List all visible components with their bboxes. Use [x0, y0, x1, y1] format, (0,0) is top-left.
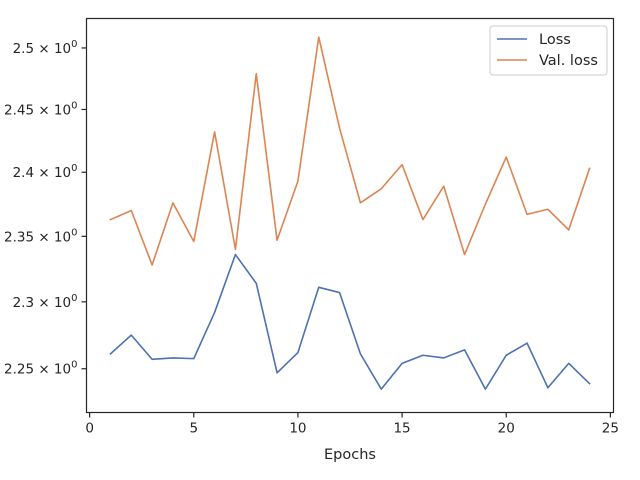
legend: Loss Val. loss [489, 25, 608, 76]
y-tick-label: 2.4 × 100 [13, 163, 78, 181]
x-tick-label: 15 [393, 421, 410, 437]
y-tick-label: 2.45 × 100 [4, 100, 78, 118]
x-axis-ticks: 0 5 10 15 20 25 [85, 412, 619, 437]
y-tick-label: 2.3 × 100 [13, 293, 78, 311]
legend-label: Loss [539, 32, 571, 48]
y-tick-label: 2.25 × 100 [4, 360, 78, 378]
plot-frame [85, 17, 615, 414]
legend-label: Val. loss [539, 53, 598, 69]
series-layer [109, 36, 591, 390]
y-tick-label: 2.35 × 100 [4, 227, 78, 245]
x-tick-label: 20 [498, 421, 515, 437]
x-tick-label: 25 [602, 421, 619, 437]
x-tick-label: 10 [289, 421, 306, 437]
x-tick-label: 5 [189, 421, 198, 437]
x-axis-title: Epochs [324, 447, 376, 463]
x-tick-label: 0 [85, 421, 94, 437]
y-tick-label: 2.5 × 100 [13, 39, 78, 57]
series-line-val-loss [109, 36, 591, 266]
series-line-loss [109, 253, 591, 390]
plot-area [85, 17, 615, 414]
y-axis-ticks: 2.25 × 100 2.3 × 100 2.35 × 100 2.4 × 100 2.… [4, 39, 87, 378]
